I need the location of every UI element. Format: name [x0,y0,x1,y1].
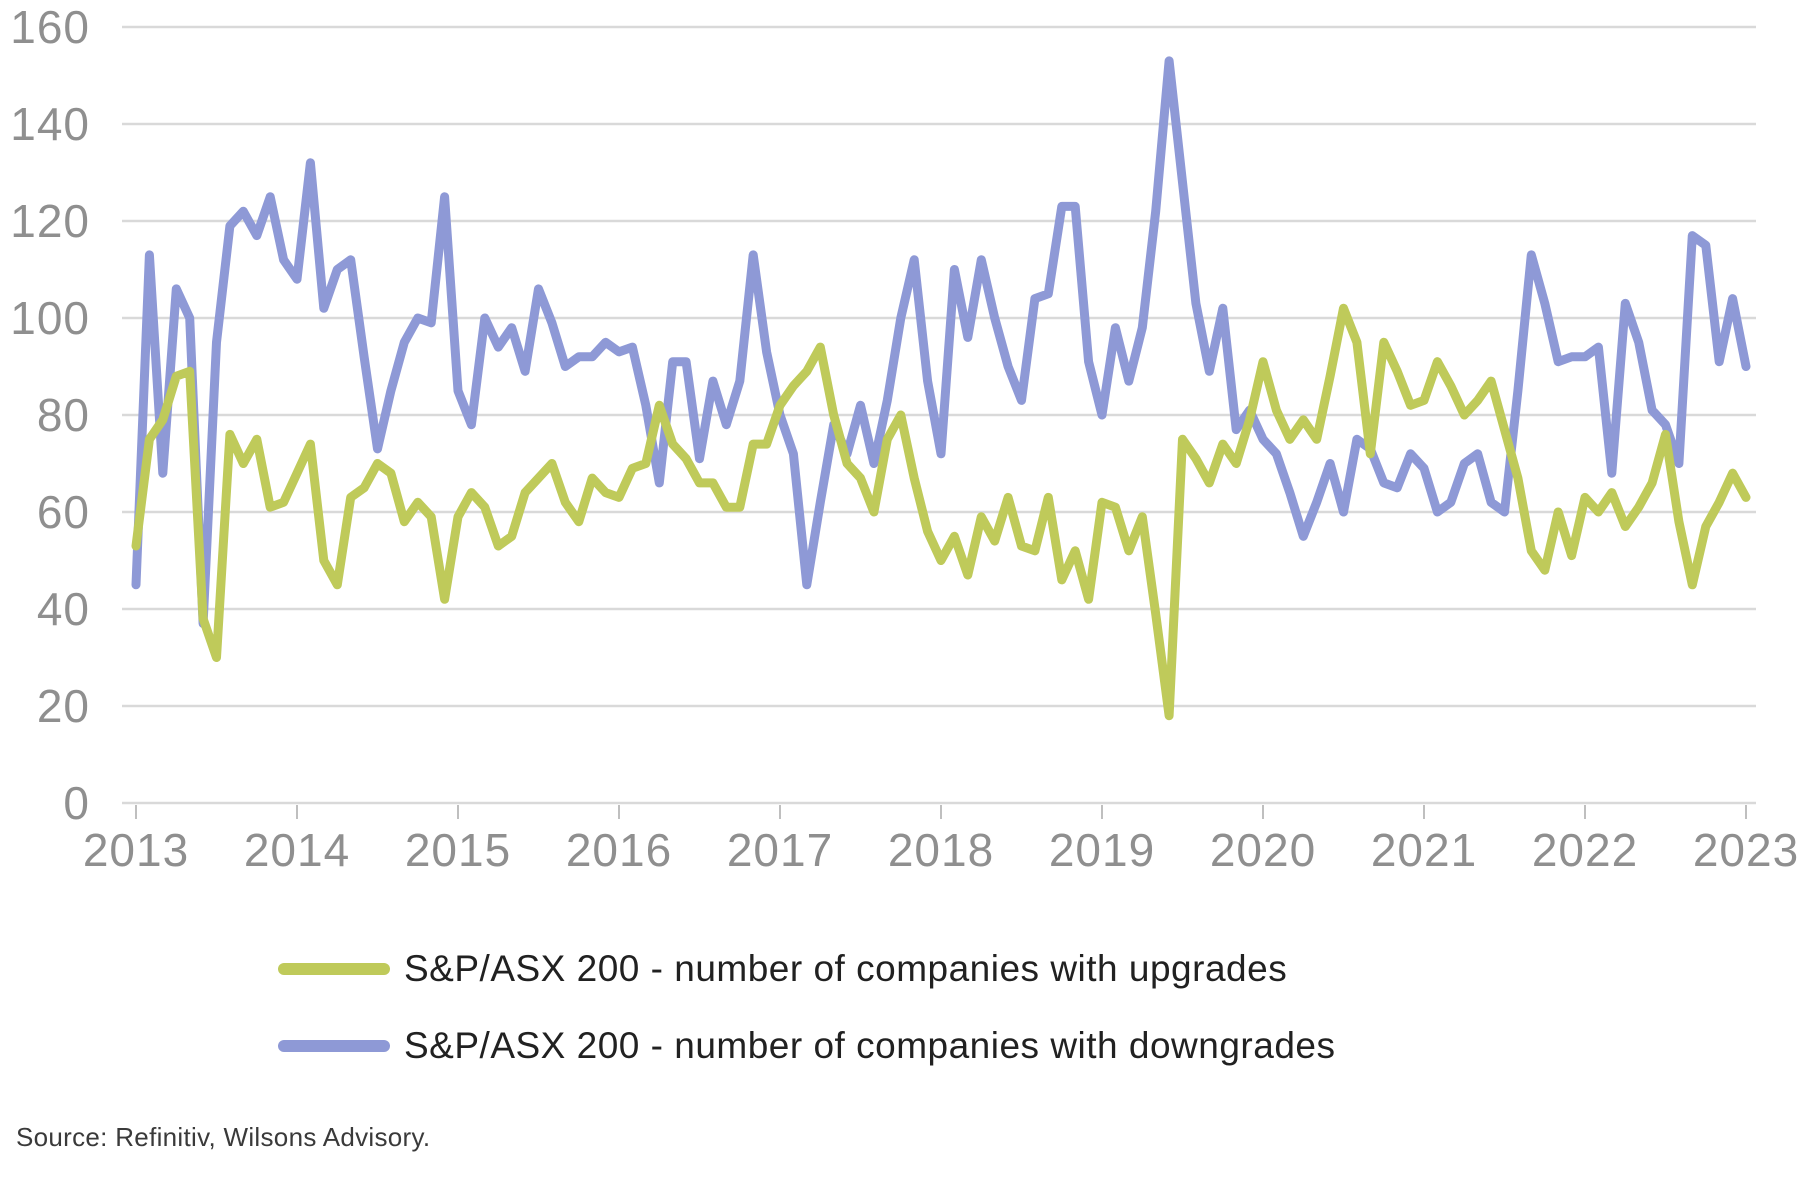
series-downgrades-line [131,56,1751,628]
y-axis-label-80: 80 [37,389,90,441]
series-upgrades-line [131,303,1751,721]
legend-entry-upgrades: S&P/ASX 200 - number of companies with u… [278,948,1288,989]
y-axis-label-60: 60 [37,486,90,538]
y-axis-label-40: 40 [37,583,90,635]
x-axis-label-2019: 2019 [1049,824,1155,876]
x-axis-label-2022: 2022 [1532,824,1638,876]
x-axis-label-2023: 2023 [1693,824,1799,876]
y-axis-label-100: 100 [10,292,90,344]
legend-label-upgrades: S&P/ASX 200 - number of companies with u… [404,948,1288,989]
source-note: Source: Refinitiv, Wilsons Advisory. [16,1122,431,1152]
x-axis-label-2018: 2018 [888,824,994,876]
legend-entry-downgrades: S&P/ASX 200 - number of companies with d… [278,1025,1336,1066]
x-axis-label-2013: 2013 [83,824,189,876]
x-axis-label-2016: 2016 [566,824,672,876]
y-axis-label-120: 120 [10,195,90,247]
line-chart: 0 20 40 60 80 100 120 140 160 2013 2014 2015 2016 201… [10,1,1799,876]
x-axis-label-2015: 2015 [405,824,511,876]
x-axis-label-2014: 2014 [244,824,350,876]
y-axis-label-0: 0 [63,777,90,829]
x-axis-label-2020: 2020 [1210,824,1316,876]
y-axis-label-140: 140 [10,98,90,150]
upgrades-line-swatch [278,963,390,975]
x-axis-label-2017: 2017 [727,824,833,876]
y-axis-label-160: 160 [10,1,90,53]
chart-canvas: 0 20 40 60 80 100 120 140 160 2013 2014 2015 2016 201… [10,1,1799,876]
downgrades-line-swatch [278,1040,390,1052]
y-axis-label-20: 20 [37,680,90,732]
legend-label-downgrades: S&P/ASX 200 - number of companies with d… [404,1025,1336,1066]
x-axis-label-2021: 2021 [1371,824,1477,876]
